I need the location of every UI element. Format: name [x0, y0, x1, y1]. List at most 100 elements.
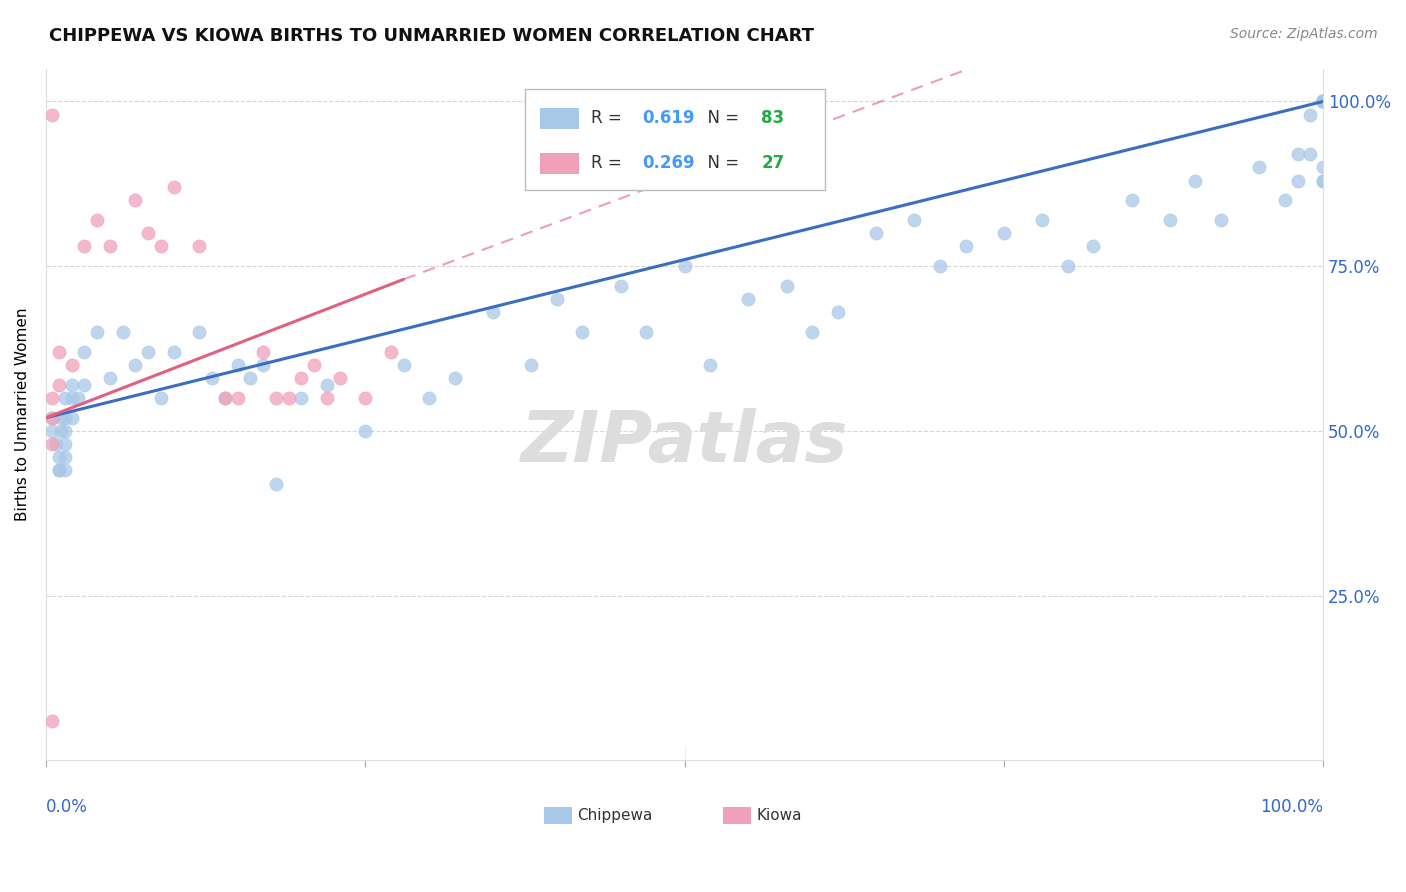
Point [277, 391, 299, 405]
Text: ZIPatlas: ZIPatlas [520, 408, 848, 476]
Point [136, 344, 159, 359]
Point [188, 239, 211, 253]
Text: 83: 83 [761, 109, 785, 127]
Point [1312, 95, 1334, 109]
Point [546, 292, 568, 306]
Point [801, 325, 824, 339]
Text: 100.0%: 100.0% [1260, 798, 1323, 816]
Point [48, 344, 70, 359]
Point [609, 279, 631, 293]
Point [290, 371, 312, 385]
Text: Source: ZipAtlas.com: Source: ZipAtlas.com [1230, 27, 1378, 41]
Point [53, 424, 76, 438]
Point [51, 410, 73, 425]
Point [1031, 213, 1053, 227]
Point [1312, 95, 1334, 109]
Point [1286, 173, 1309, 187]
Point [264, 476, 287, 491]
Text: Kiowa: Kiowa [756, 808, 801, 823]
Point [48, 377, 70, 392]
Point [136, 226, 159, 240]
Point [201, 371, 224, 385]
Point [214, 391, 236, 405]
Point [264, 391, 287, 405]
Point [163, 344, 186, 359]
Point [163, 180, 186, 194]
Point [1184, 173, 1206, 187]
Point [1312, 95, 1334, 109]
Point [316, 391, 339, 405]
FancyBboxPatch shape [540, 108, 578, 128]
Point [865, 226, 887, 240]
FancyBboxPatch shape [524, 89, 825, 190]
Point [41, 424, 63, 438]
Point [53, 410, 76, 425]
Point [51, 424, 73, 438]
Point [86, 213, 108, 227]
Point [60, 377, 83, 392]
Point [1312, 95, 1334, 109]
Point [41, 437, 63, 451]
Point [443, 371, 465, 385]
Point [188, 325, 211, 339]
Point [1312, 95, 1334, 109]
Point [149, 239, 172, 253]
Point [354, 424, 377, 438]
Point [1312, 173, 1334, 187]
Point [60, 410, 83, 425]
Point [1312, 173, 1334, 187]
Point [66, 391, 89, 405]
Point [418, 391, 440, 405]
Point [1249, 161, 1271, 175]
Text: Chippewa: Chippewa [578, 808, 652, 823]
Text: CHIPPEWA VS KIOWA BIRTHS TO UNMARRIED WOMEN CORRELATION CHART: CHIPPEWA VS KIOWA BIRTHS TO UNMARRIED WO… [49, 27, 814, 45]
Point [1209, 213, 1232, 227]
Point [1083, 239, 1105, 253]
Point [53, 391, 76, 405]
Point [302, 358, 325, 372]
Point [214, 391, 236, 405]
Point [149, 391, 172, 405]
Point [929, 259, 952, 273]
Point [380, 344, 402, 359]
Text: N =: N = [697, 154, 745, 172]
Point [41, 410, 63, 425]
Point [239, 371, 262, 385]
Point [1121, 194, 1143, 208]
Point [41, 391, 63, 405]
Point [73, 377, 96, 392]
Point [290, 391, 312, 405]
Point [86, 325, 108, 339]
Point [1274, 194, 1296, 208]
Point [45, 437, 67, 451]
Point [226, 358, 249, 372]
Point [1312, 95, 1334, 109]
Point [1312, 95, 1334, 109]
Text: 0.269: 0.269 [643, 154, 695, 172]
Point [776, 279, 799, 293]
Point [60, 391, 83, 405]
Point [53, 437, 76, 451]
Point [41, 714, 63, 728]
Point [252, 344, 274, 359]
Point [53, 463, 76, 477]
Text: 27: 27 [761, 154, 785, 172]
Point [1159, 213, 1181, 227]
FancyBboxPatch shape [540, 153, 578, 174]
Point [993, 226, 1015, 240]
Point [636, 325, 658, 339]
Point [73, 344, 96, 359]
Point [1312, 95, 1334, 109]
Point [482, 305, 505, 319]
Point [1299, 108, 1322, 122]
Point [111, 325, 134, 339]
Point [1312, 95, 1334, 109]
Point [98, 371, 121, 385]
Point [1299, 147, 1322, 161]
Point [48, 463, 70, 477]
Bar [544, 806, 572, 824]
Point [571, 325, 593, 339]
Point [73, 239, 96, 253]
Text: R =: R = [592, 109, 627, 127]
Text: N =: N = [697, 109, 745, 127]
